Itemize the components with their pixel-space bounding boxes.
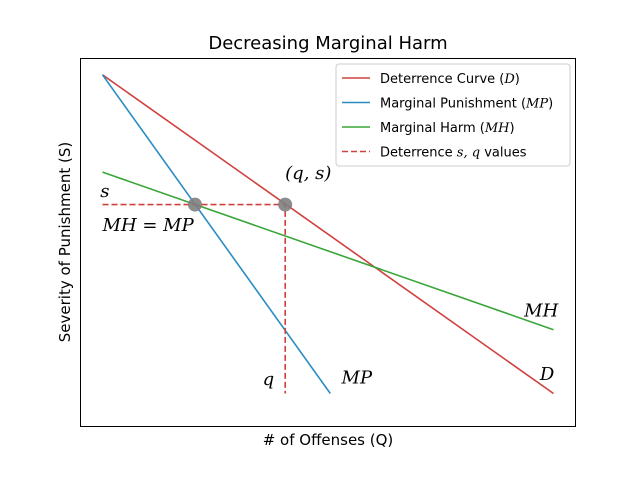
- plot-frame: [80, 58, 576, 427]
- plot-area: s MH = MP (q, s) q MP MH D: [100, 74, 559, 395]
- annotation-qs: (q, s): [285, 163, 331, 184]
- legend-label-guides: Deterrence s, q values: [380, 146, 527, 161]
- chart-title: Decreasing Marginal Harm: [208, 33, 447, 54]
- annotation-s: s: [100, 181, 109, 202]
- y-axis-label: Severity of Punishment (S): [56, 142, 74, 342]
- series-line-D: [102, 74, 554, 395]
- x-axis-label: # of Offenses (Q): [263, 431, 394, 449]
- series-line-MH: [102, 171, 554, 331]
- legend-label-D: Deterrence Curve (D): [380, 72, 520, 87]
- annotation-d-end: D: [539, 364, 555, 385]
- annotation-mh-eq-mp: MH = MP: [102, 215, 195, 236]
- legend: Deterrence Curve (D) Marginal Punishment …: [335, 63, 571, 167]
- legend-box: [335, 63, 571, 167]
- annotation-q: q: [263, 369, 275, 390]
- legend-label-MP: Marginal Punishment (MP): [380, 97, 553, 112]
- series-line-MP: [101, 74, 331, 394]
- point-mh-mp: [187, 197, 202, 212]
- point-q-s: [278, 197, 293, 212]
- annotation-mp-end: MP: [341, 367, 373, 388]
- annotation-mh-end: MH: [523, 300, 558, 321]
- legend-label-MH: Marginal Harm (MH): [380, 121, 515, 136]
